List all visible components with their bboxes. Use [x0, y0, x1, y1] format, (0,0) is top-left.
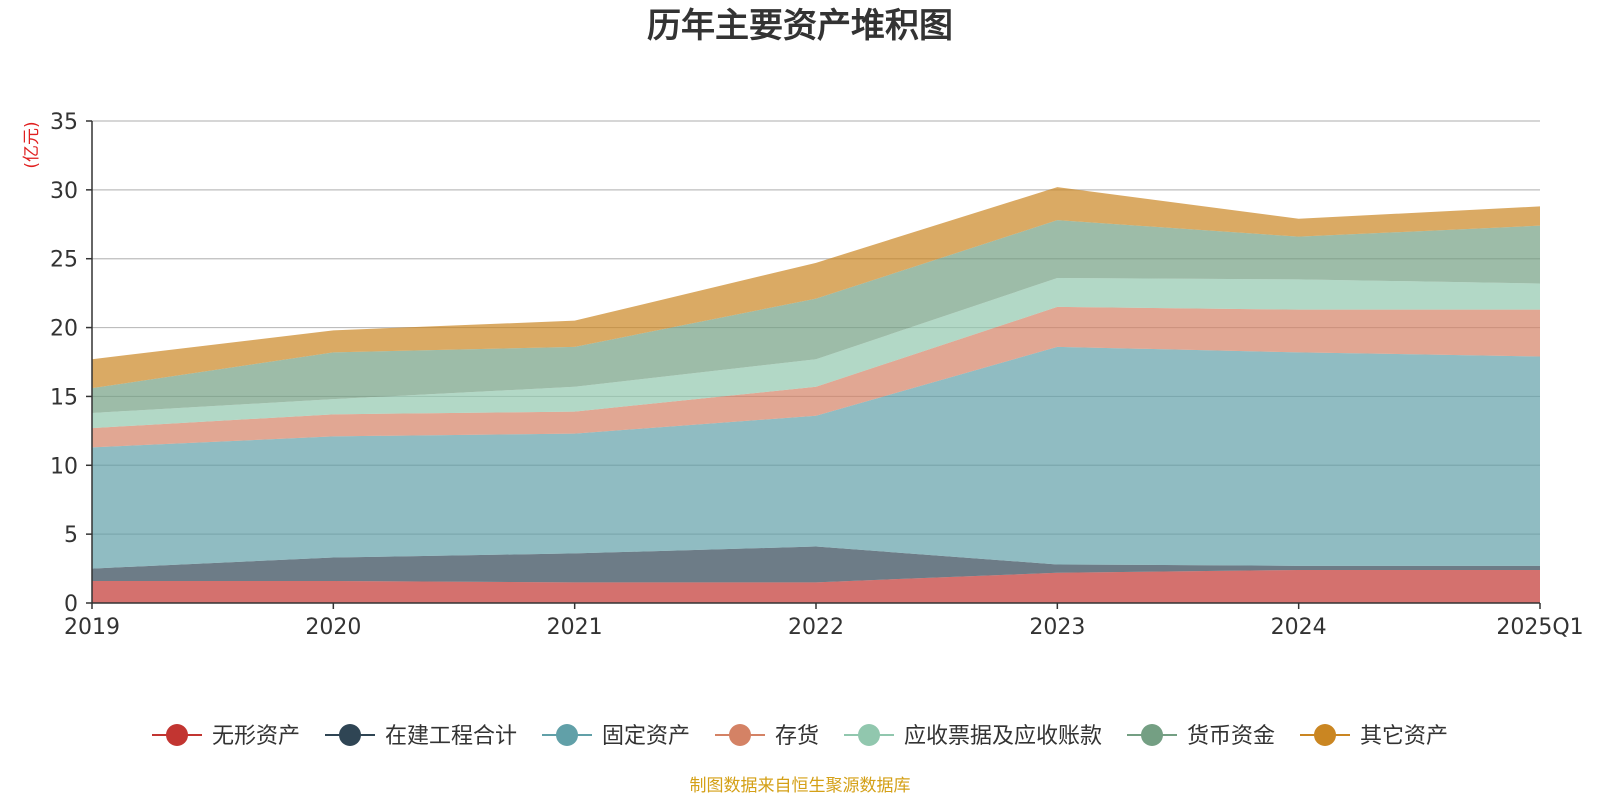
y-tick-label: 25: [50, 248, 78, 273]
legend-item-7[interactable]: 其它资产: [1300, 724, 1448, 749]
x-tick-label: 2022: [788, 615, 844, 640]
area-series-6: [92, 220, 1540, 413]
legend-symbol: [729, 724, 751, 746]
y-tick-label: 0: [64, 592, 78, 617]
y-tick-label: 5: [64, 523, 78, 548]
legend-item-1[interactable]: 无形资产: [152, 724, 300, 749]
legend-symbol: [1141, 724, 1163, 746]
chart-title: 历年主要资产堆积图: [647, 6, 953, 46]
x-tick-label: 2024: [1271, 615, 1327, 640]
legend-label: 固定资产: [602, 724, 690, 749]
legend-item-2[interactable]: 在建工程合计: [325, 724, 517, 749]
legend-item-5[interactable]: 应收票据及应收账款: [844, 724, 1102, 749]
axes: 0 5 10 15 20 25 30 35 2019 2020 2021 2022 2023 2024 20…: [50, 110, 1584, 640]
legend-symbol: [858, 724, 880, 746]
area-series-3: [92, 346, 1540, 569]
legend: 无形资产 在建工程合计 固定资产 存货 应收票据及应收账款 货币资金 其它资产: [152, 724, 1448, 749]
legend-symbol: [339, 724, 361, 746]
area-series-7: [92, 187, 1540, 389]
legend-item-4[interactable]: 存货: [715, 724, 819, 749]
x-tick-label: 2020: [305, 615, 361, 640]
y-tick-label: 10: [50, 454, 78, 479]
area-series-5: [92, 277, 1540, 429]
legend-label: 货币资金: [1187, 724, 1275, 749]
y-tick-label: 20: [50, 317, 78, 342]
area-series-4: [92, 306, 1540, 448]
area-series-2: [92, 546, 1540, 583]
legend-label: 存货: [775, 724, 819, 749]
x-tick-label: 2025Q1: [1496, 615, 1583, 640]
legend-label: 无形资产: [212, 724, 300, 749]
legend-symbol: [556, 724, 578, 746]
legend-label: 在建工程合计: [385, 724, 517, 749]
legend-item-6[interactable]: 货币资金: [1127, 724, 1275, 749]
legend-symbol: [166, 724, 188, 746]
x-tick-label: 2023: [1029, 615, 1085, 640]
area-series: [92, 187, 1540, 603]
legend-label: 其它资产: [1360, 724, 1448, 749]
x-tick-label: 2021: [547, 615, 603, 640]
x-tick-label: 2019: [64, 615, 120, 640]
legend-item-3[interactable]: 固定资产: [542, 724, 690, 749]
y-tick-label: 30: [50, 179, 78, 204]
y-axis-label: (亿元): [22, 121, 42, 168]
area-series-1: [92, 569, 1540, 603]
legend-label: 应收票据及应收账款: [904, 724, 1102, 749]
legend-symbol: [1314, 724, 1336, 746]
y-tick-label: 35: [50, 110, 78, 135]
y-tick-label: 15: [50, 385, 78, 410]
source-note: 制图数据来自恒生聚源数据库: [690, 776, 911, 796]
